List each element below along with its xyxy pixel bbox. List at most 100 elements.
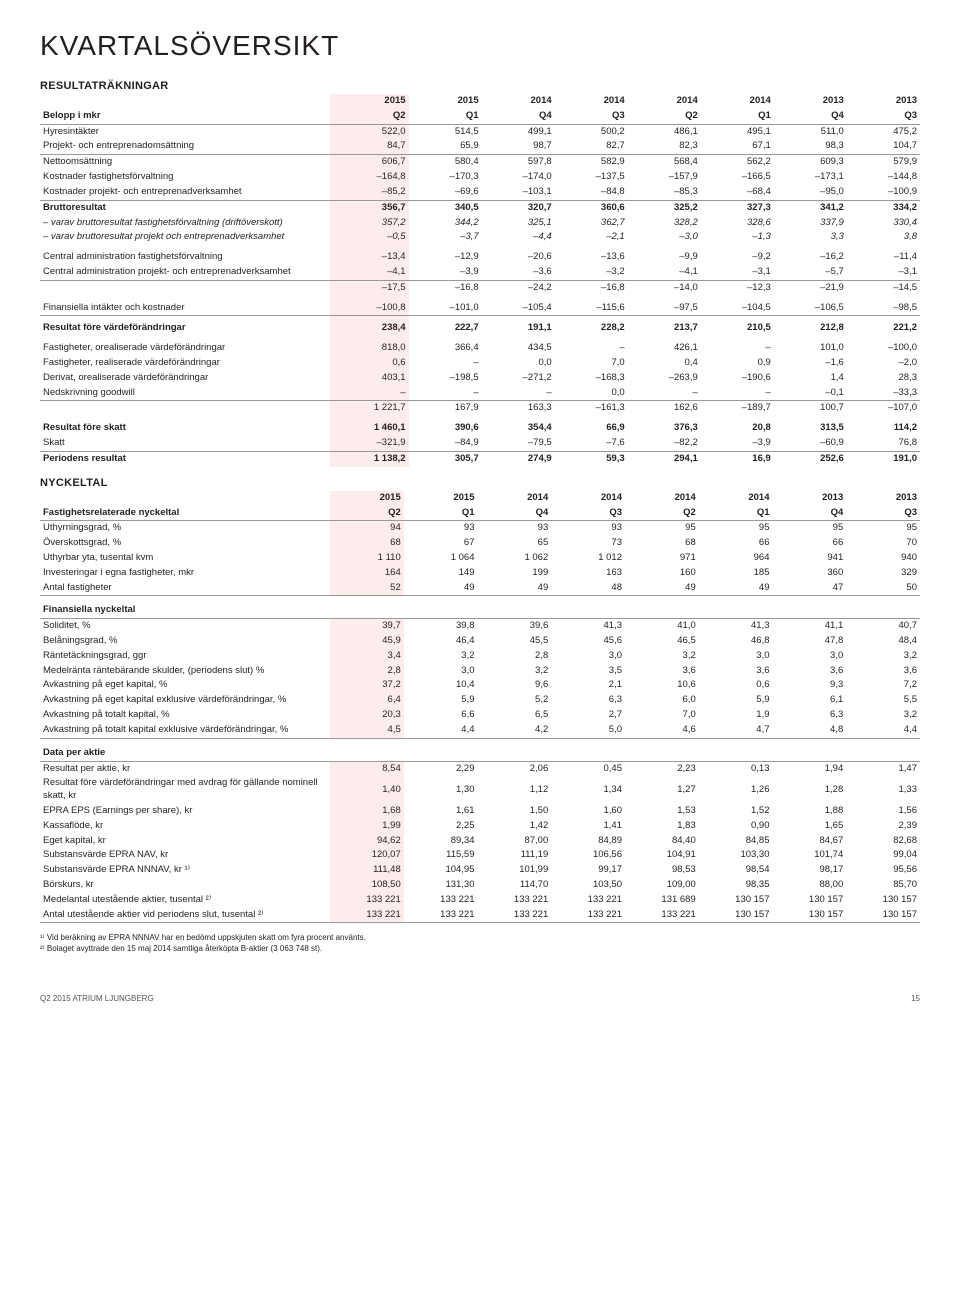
cell: –3,9 — [409, 265, 482, 280]
cell: – — [701, 386, 774, 401]
cell: 16,9 — [701, 451, 774, 466]
cell: –16,8 — [409, 280, 482, 295]
cell: 3,6 — [773, 664, 847, 679]
cell: –0,5 — [330, 230, 409, 245]
row-label — [40, 401, 330, 416]
row-label: Eget kapital, kr — [40, 834, 330, 849]
cell: –95,0 — [774, 185, 847, 200]
cell: 130 157 — [699, 893, 773, 908]
cell: 4,7 — [699, 723, 773, 738]
cell: –189,7 — [701, 401, 774, 416]
cell: –4,4 — [482, 230, 555, 245]
cell: 45,5 — [478, 634, 552, 649]
cell: 475,2 — [847, 124, 920, 139]
cell: 133 221 — [478, 893, 552, 908]
cell: 130 157 — [773, 893, 847, 908]
row-label — [40, 280, 330, 295]
cell: 5,0 — [551, 723, 625, 738]
cell: –12,3 — [701, 280, 774, 295]
cell: 3,0 — [699, 649, 773, 664]
cell: 111,19 — [478, 848, 552, 863]
cell: 133 221 — [551, 908, 625, 923]
cell: 313,5 — [774, 416, 847, 436]
section-heading-kpi: NYCKELTAL — [40, 477, 920, 489]
row-label: Börskurs, kr — [40, 878, 330, 893]
row-label: Projekt- och entreprenadomsättning — [40, 139, 330, 154]
cell: –271,2 — [482, 371, 555, 386]
cell: 1,9 — [699, 708, 773, 723]
cell: 0,13 — [699, 761, 773, 776]
cell: 49 — [699, 581, 773, 596]
cell: 1,94 — [773, 761, 847, 776]
cell: 89,34 — [404, 834, 478, 849]
cell: 357,2 — [330, 216, 409, 231]
cell: 3,0 — [551, 649, 625, 664]
cell: 6,6 — [404, 708, 478, 723]
row-label: Uthyrbar yta, tusental kvm — [40, 551, 330, 566]
cell: 5,5 — [846, 693, 920, 708]
cell: 106,56 — [551, 848, 625, 863]
cell: 6,3 — [773, 708, 847, 723]
cell: 328,2 — [628, 216, 701, 231]
row-label: Avkastning på totalt kapital exklusive v… — [40, 723, 330, 738]
cell: 49 — [625, 581, 699, 596]
cell: 114,2 — [847, 416, 920, 436]
cell: 1,12 — [478, 776, 552, 804]
cell: 67 — [404, 536, 478, 551]
cell: 130 157 — [846, 908, 920, 923]
cell: 1,28 — [773, 776, 847, 804]
row-label: Överskottsgrad, % — [40, 536, 330, 551]
cell: 47,8 — [773, 634, 847, 649]
row-label: Antal fastigheter — [40, 581, 330, 596]
row-label: Substansvärde EPRA NNNAV, kr ¹⁾ — [40, 863, 330, 878]
cell: –85,3 — [628, 185, 701, 200]
cell: 4,4 — [846, 723, 920, 738]
cell: 95 — [846, 521, 920, 536]
cell: 2,8 — [478, 649, 552, 664]
cell: 68 — [330, 536, 404, 551]
cell: 95 — [773, 521, 847, 536]
cell: 8,54 — [330, 761, 404, 776]
cell: –84,9 — [409, 436, 482, 451]
cell: 149 — [404, 566, 478, 581]
row-label: Resultat före värdeförändringar — [40, 316, 330, 336]
cell: 1 064 — [404, 551, 478, 566]
cell: 41,1 — [773, 619, 847, 634]
cell: 130 157 — [699, 908, 773, 923]
cell: 2,7 — [551, 708, 625, 723]
cell: 3,0 — [404, 664, 478, 679]
cell: 940 — [846, 551, 920, 566]
cell: 133 221 — [551, 893, 625, 908]
cell: –144,8 — [847, 170, 920, 185]
row-label: Derivat, orealiserade värdeförändringar — [40, 371, 330, 386]
cell: 47 — [773, 581, 847, 596]
row-label: – varav bruttoresultat projekt och entre… — [40, 230, 330, 245]
cell: 41,3 — [551, 619, 625, 634]
cell: 1,53 — [625, 804, 699, 819]
cell: 68 — [625, 536, 699, 551]
cell: 191,0 — [847, 451, 920, 466]
cell: 0,45 — [551, 761, 625, 776]
cell: 98,17 — [773, 863, 847, 878]
cell: 403,1 — [330, 371, 409, 386]
cell: –1,3 — [701, 230, 774, 245]
cell: 514,5 — [409, 124, 482, 139]
row-label: Belåningsgrad, % — [40, 634, 330, 649]
cell: 1,41 — [551, 819, 625, 834]
cell: 252,6 — [774, 451, 847, 466]
cell: –107,0 — [847, 401, 920, 416]
cell: 95 — [625, 521, 699, 536]
cell: –170,3 — [409, 170, 482, 185]
cell: –0,1 — [774, 386, 847, 401]
cell: 100,7 — [774, 401, 847, 416]
cell: –161,3 — [555, 401, 628, 416]
row-label: Central administration fastighetsförvalt… — [40, 245, 330, 265]
row-label: Räntetäckningsgrad, ggr — [40, 649, 330, 664]
cell: –60,9 — [774, 436, 847, 451]
cell: 1,47 — [846, 761, 920, 776]
cell: 964 — [699, 551, 773, 566]
cell: –190,6 — [701, 371, 774, 386]
cell: –3,6 — [482, 265, 555, 280]
cell: – — [628, 386, 701, 401]
cell: 130 157 — [773, 908, 847, 923]
